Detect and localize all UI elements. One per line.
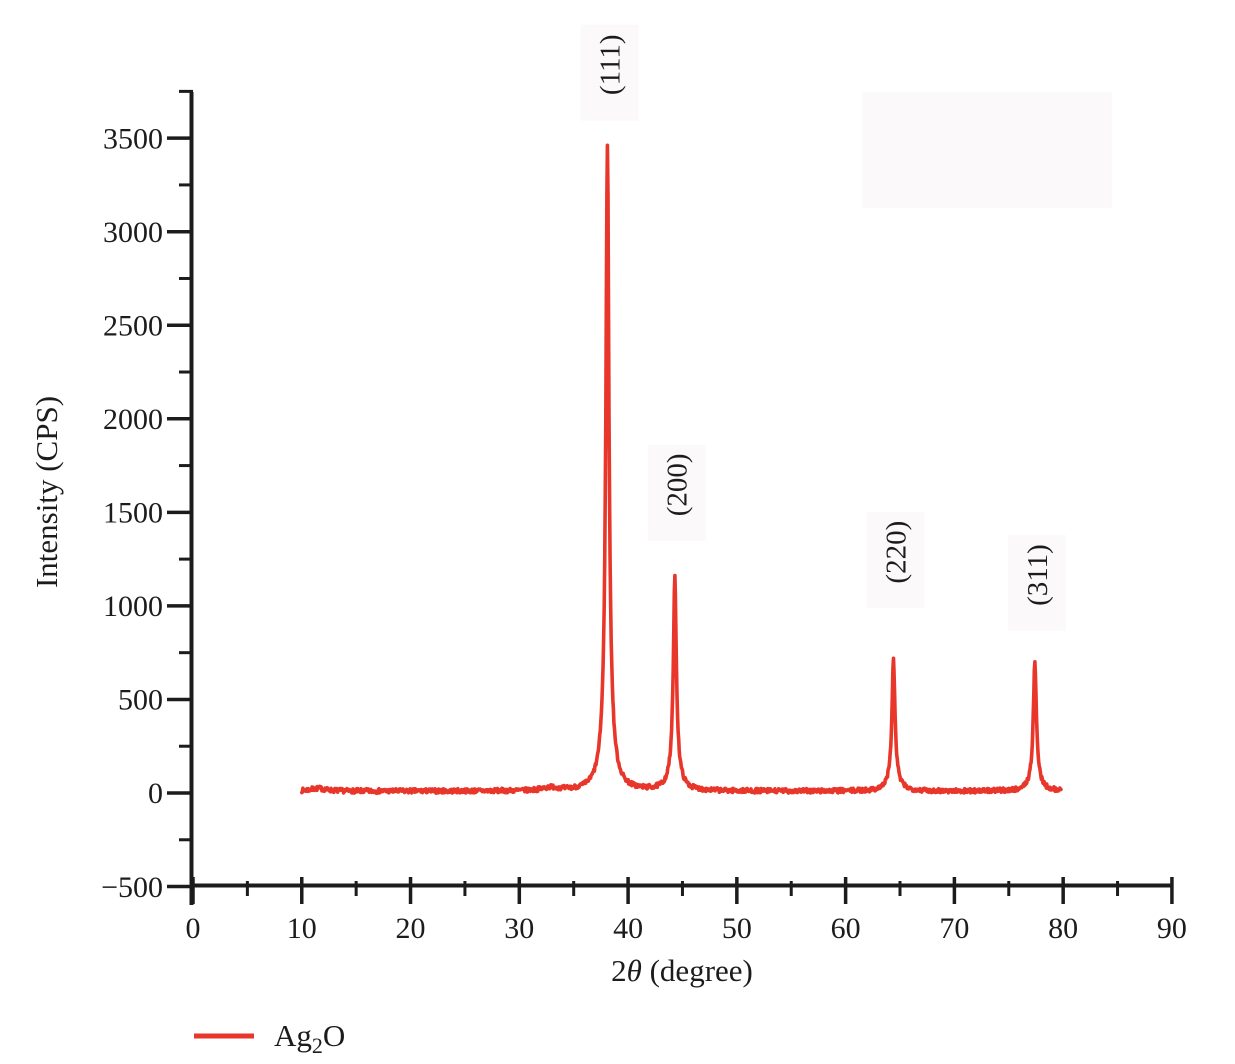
- x-tick-label: 40: [613, 912, 643, 945]
- y-tick-label: 2000: [103, 403, 163, 436]
- peak-label: (220): [880, 521, 912, 584]
- x-tick-label: 70: [939, 912, 969, 945]
- y-tick-label: 2500: [103, 309, 163, 342]
- peak-labels: (111) (200) (220) (311): [580, 24, 1066, 632]
- peak-label: (200): [662, 453, 694, 516]
- y-tick-label: 3500: [103, 122, 163, 155]
- y-tick-label: 3000: [103, 216, 163, 249]
- data-curve-group: [300, 143, 1063, 795]
- peak-label-box: [866, 512, 925, 609]
- x-tick-label: 10: [287, 912, 317, 945]
- peak-label-box: [580, 24, 639, 121]
- y-axis-title: Intensity (CPS): [29, 396, 64, 588]
- xrd-trace-Ag2O: [300, 143, 1063, 795]
- tick-labels: 0 10 20 30 40 50 60 70 80 90 −500 0 500 1000 1500 2000 2…: [101, 122, 1187, 945]
- x-tick-label: 0: [186, 912, 201, 945]
- x-tick-label: 20: [396, 912, 426, 945]
- legend: Ag2​O: [194, 1018, 345, 1058]
- y-tick-label: 0: [148, 777, 163, 810]
- y-tick-label: 500: [118, 684, 163, 717]
- peak-label: (111): [594, 34, 626, 95]
- peak-label: (311): [1022, 544, 1054, 606]
- legend-label: Ag2​O: [274, 1018, 345, 1058]
- faint-background-boxes: [862, 92, 1112, 208]
- x-tick-label: 80: [1048, 912, 1078, 945]
- x-tick-label: 60: [831, 912, 861, 945]
- faint-box-top-right: [862, 92, 1112, 208]
- x-tick-label: 30: [504, 912, 534, 945]
- y-tick-label: 1500: [103, 497, 163, 530]
- x-axis-title: 2θ (degree): [611, 953, 753, 988]
- axes: [167, 89, 1174, 905]
- x-tick-label: 50: [722, 912, 752, 945]
- y-tick-label: 1000: [103, 590, 163, 623]
- x-tick-label: 90: [1157, 912, 1187, 945]
- y-tick-label: −500: [101, 871, 163, 904]
- peak-label-box: [647, 444, 706, 541]
- peak-label-box: [1007, 535, 1066, 632]
